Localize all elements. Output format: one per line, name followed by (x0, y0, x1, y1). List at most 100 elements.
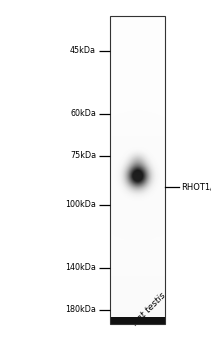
Bar (110, 121, 165, 122)
Bar (110, 274, 165, 275)
Bar (110, 310, 165, 311)
Bar (110, 78, 165, 79)
Bar (110, 165, 165, 166)
Bar (110, 69, 165, 70)
Bar (110, 244, 165, 245)
Bar (110, 119, 165, 120)
Bar (110, 308, 165, 309)
Bar (110, 196, 165, 197)
Bar (110, 22, 165, 23)
Bar (110, 190, 165, 191)
Bar (110, 217, 165, 218)
Bar (110, 67, 165, 68)
Bar (110, 24, 165, 25)
Bar (110, 63, 165, 64)
Bar (110, 201, 165, 202)
Bar (110, 208, 165, 209)
Bar (110, 41, 165, 42)
Text: 100kDa: 100kDa (65, 200, 96, 209)
Bar (110, 255, 165, 256)
Bar (110, 234, 165, 235)
Bar (110, 318, 165, 319)
Bar (110, 135, 165, 136)
Bar (110, 129, 165, 130)
Bar (110, 134, 165, 135)
Bar (110, 39, 165, 40)
Bar (110, 132, 165, 133)
Bar (110, 285, 165, 286)
Bar (110, 226, 165, 227)
Text: 140kDa: 140kDa (65, 263, 96, 272)
Bar (110, 300, 165, 301)
Bar (110, 54, 165, 55)
Bar (110, 314, 165, 315)
Bar (110, 283, 165, 284)
Bar (110, 61, 165, 62)
Text: 45kDa: 45kDa (70, 46, 96, 55)
Bar (110, 92, 165, 93)
Bar (110, 60, 165, 61)
Bar (110, 36, 165, 37)
Bar (110, 193, 165, 194)
Bar (110, 19, 165, 20)
Bar (110, 140, 165, 141)
Bar (110, 76, 165, 77)
Bar (110, 83, 165, 84)
Bar (110, 160, 165, 161)
Bar (110, 64, 165, 65)
Bar (110, 148, 165, 149)
Bar (110, 254, 165, 255)
Bar (110, 257, 165, 258)
Bar (110, 79, 165, 80)
Bar (110, 256, 165, 257)
Bar (110, 65, 165, 66)
Bar (110, 320, 165, 321)
Bar (110, 104, 165, 105)
Bar (110, 120, 165, 121)
Text: 75kDa: 75kDa (70, 151, 96, 160)
Bar (110, 100, 165, 101)
Bar (110, 47, 165, 48)
Bar (110, 192, 165, 193)
Bar (110, 26, 165, 27)
Bar (110, 287, 165, 288)
Bar (110, 49, 165, 50)
Bar (110, 124, 165, 125)
Bar (110, 179, 165, 180)
Bar (110, 181, 165, 182)
Bar (110, 232, 165, 233)
Bar (110, 220, 165, 221)
Bar (110, 184, 165, 185)
Bar (110, 30, 165, 31)
Bar (110, 182, 165, 183)
Bar (110, 93, 165, 94)
Text: Rat testis: Rat testis (131, 291, 167, 327)
Bar (110, 43, 165, 44)
Bar (110, 128, 165, 129)
Bar (110, 16, 165, 324)
Bar (110, 52, 165, 53)
Bar (110, 258, 165, 259)
Bar (110, 147, 165, 148)
Bar (110, 231, 165, 232)
Bar (110, 178, 165, 179)
Bar (110, 110, 165, 111)
Bar (110, 311, 165, 312)
Bar (110, 250, 165, 251)
Bar (110, 294, 165, 295)
Bar (110, 271, 165, 272)
Bar (110, 45, 165, 46)
Bar (110, 188, 165, 189)
Bar (110, 245, 165, 246)
Bar (110, 149, 165, 150)
Bar (110, 235, 165, 236)
Bar (110, 108, 165, 109)
Bar (110, 136, 165, 138)
Bar (110, 317, 165, 318)
Bar (110, 307, 165, 308)
Bar (110, 315, 165, 316)
Bar (110, 27, 165, 28)
Bar (110, 98, 165, 99)
Bar (110, 127, 165, 128)
Bar (110, 72, 165, 73)
